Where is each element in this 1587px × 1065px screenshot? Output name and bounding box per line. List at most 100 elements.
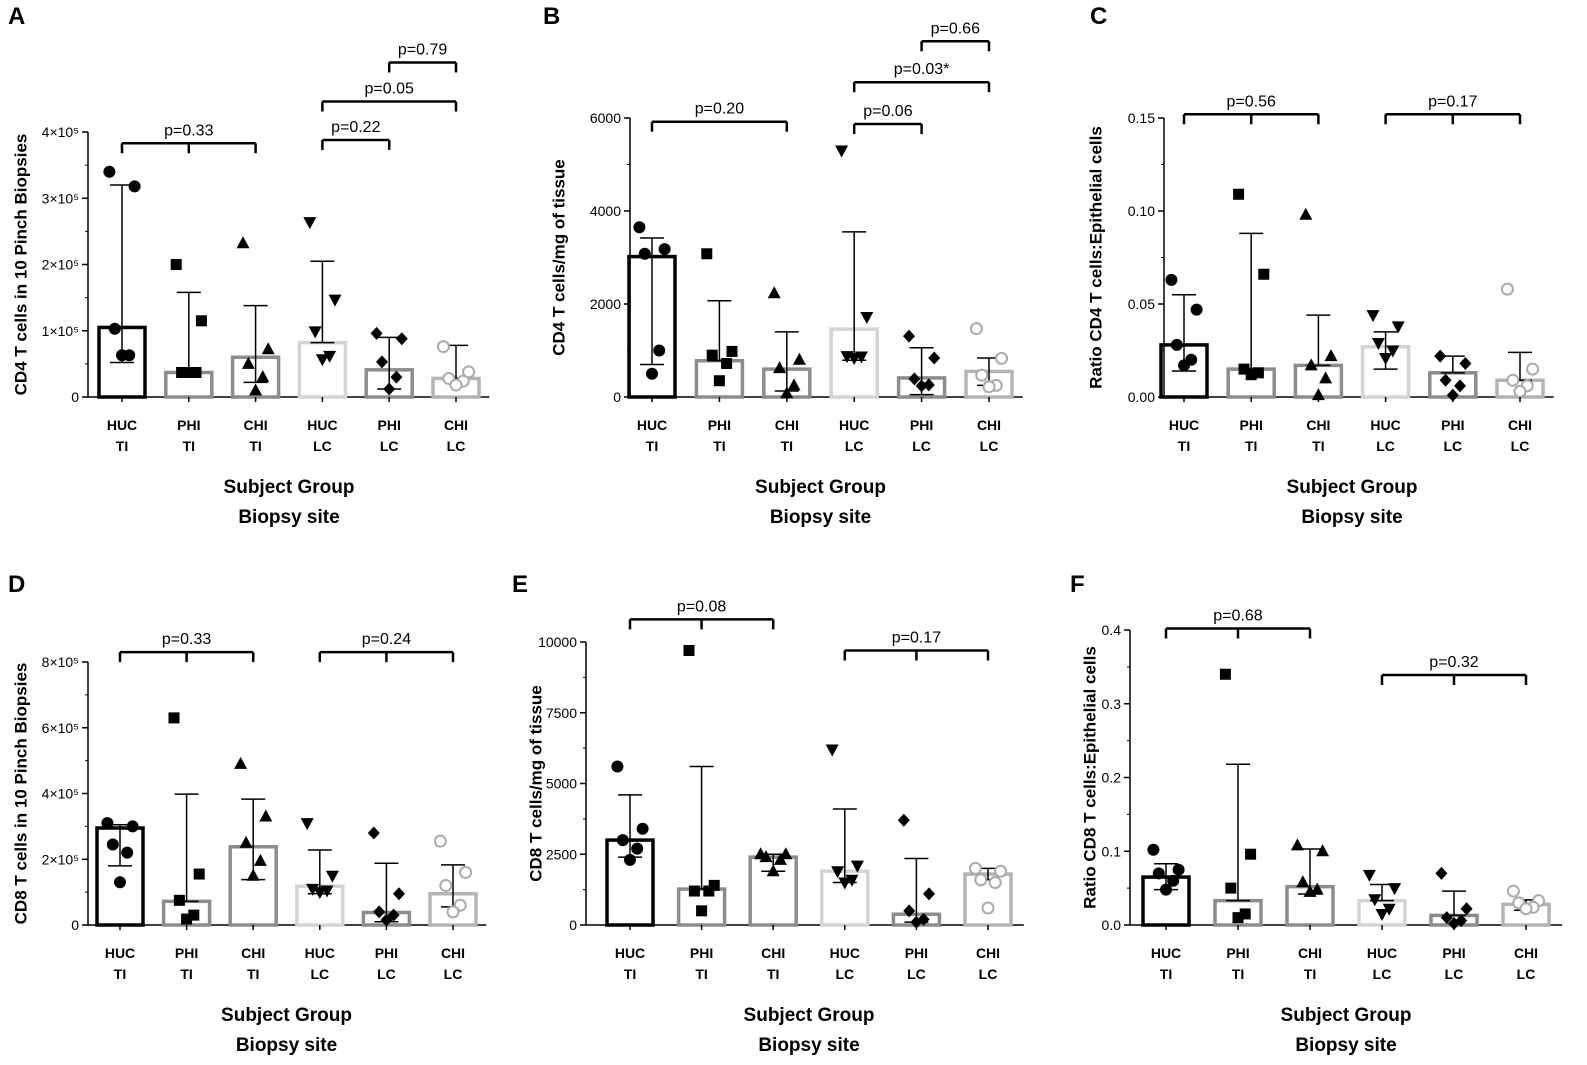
category-label-site: LC	[1511, 438, 1530, 454]
category-label-site: LC	[912, 438, 931, 454]
data-point	[1170, 338, 1183, 351]
p-value-label: p=0.08	[677, 598, 726, 615]
category-label-site: LC	[444, 966, 463, 982]
y-tick-label: 2×10⁵	[42, 851, 79, 867]
data-point	[773, 361, 787, 374]
category-label-site: LC	[1517, 966, 1536, 982]
category-label-site: TI	[116, 438, 128, 454]
category-label-site: LC	[313, 438, 332, 454]
data-point	[708, 879, 720, 891]
data-point	[313, 887, 327, 900]
category-label-group: HUC	[1367, 945, 1397, 961]
data-point	[176, 366, 188, 378]
data-point	[696, 905, 708, 917]
category-label-site: TI	[247, 966, 259, 982]
category-label-site: LC	[447, 438, 466, 454]
category-label-group: PHI	[690, 945, 713, 961]
category-label-site: LC	[907, 966, 926, 982]
data-point	[1324, 349, 1338, 362]
x-title-line2: Biopsy site	[1301, 507, 1402, 528]
category-label-site: TI	[1304, 966, 1316, 982]
data-point	[253, 853, 267, 866]
data-point	[683, 644, 695, 656]
category-label-site: LC	[845, 438, 864, 454]
data-point	[1371, 338, 1385, 351]
y-tick-label: 0.10	[1128, 203, 1155, 219]
data-point	[259, 809, 273, 822]
category-label-group: HUC	[307, 417, 337, 433]
data-point	[261, 342, 275, 355]
panel-b: B CD4 T cells/mg of tissue 0 2000 4000 6000 HU…	[543, 3, 1023, 528]
y-tick-label: 2000	[590, 296, 621, 312]
data-point	[1439, 373, 1452, 387]
panel-letter: C	[1090, 3, 1107, 30]
data-point	[323, 350, 337, 363]
p-value-label: p=0.24	[362, 631, 411, 648]
y-tick-label: 4×10⁵	[42, 124, 79, 140]
data-point	[653, 344, 666, 357]
data-point	[173, 894, 185, 906]
data-point	[181, 913, 193, 925]
data-point	[974, 873, 988, 887]
y-tick-label: 0.3	[1102, 696, 1122, 712]
category-label-group: PHI	[378, 417, 401, 433]
data-point	[390, 370, 403, 384]
data-point	[616, 834, 629, 847]
category-label-site: TI	[624, 966, 636, 982]
data-point	[825, 744, 839, 757]
data-point	[328, 294, 342, 307]
category-label-site: TI	[713, 438, 725, 454]
data-point	[300, 818, 314, 831]
data-point	[1165, 273, 1178, 286]
data-point	[1519, 902, 1533, 916]
bar-huc-lc	[297, 340, 348, 399]
x-title-line1: Subject Group	[221, 1005, 352, 1026]
category-label-group: HUC	[305, 945, 335, 961]
category-label-site: TI	[646, 438, 658, 454]
data-point	[1500, 282, 1514, 296]
category-label-site: LC	[310, 966, 329, 982]
data-point	[241, 356, 255, 369]
data-point	[922, 378, 935, 392]
data-point	[170, 259, 182, 270]
data-point	[1290, 838, 1304, 851]
data-point	[183, 366, 195, 378]
data-point	[981, 901, 995, 915]
data-point	[835, 145, 849, 158]
category-label-site: LC	[835, 966, 854, 982]
data-point	[968, 861, 982, 875]
category-label-site: LC	[1443, 438, 1462, 454]
p-value-label: p=0.20	[695, 101, 744, 118]
category-label-group: HUC	[830, 945, 860, 961]
data-point	[1225, 882, 1237, 894]
data-point	[1232, 912, 1244, 924]
y-tick-label: 0.4	[1102, 622, 1122, 638]
data-point	[249, 383, 263, 396]
category-label-group: CHI	[1508, 417, 1532, 433]
y-tick-label: 0.00	[1128, 389, 1155, 405]
category-label-group: PHI	[1240, 417, 1263, 433]
data-point	[128, 180, 141, 193]
data-point	[168, 712, 180, 724]
p-value-label: p=0.06	[863, 103, 912, 120]
panel-letter: A	[8, 3, 25, 30]
y-tick-label: 8×10⁵	[42, 654, 79, 670]
data-point	[462, 365, 476, 379]
data-point	[1506, 884, 1520, 898]
data-point	[1379, 352, 1393, 365]
category-label-site: TI	[695, 966, 707, 982]
data-point	[1245, 848, 1257, 860]
data-point	[1310, 882, 1324, 895]
data-point	[1152, 867, 1165, 880]
category-label-group: HUC	[1169, 417, 1199, 433]
y-tick-label: 6×10⁵	[42, 720, 79, 736]
data-point	[1460, 902, 1473, 916]
category-label-group: PHI	[1441, 417, 1464, 433]
data-point	[116, 349, 128, 362]
data-point	[1178, 359, 1190, 372]
data-point	[380, 913, 393, 927]
category-label-site: TI	[781, 438, 793, 454]
data-point	[701, 248, 713, 260]
category-label-site: LC	[1376, 438, 1395, 454]
